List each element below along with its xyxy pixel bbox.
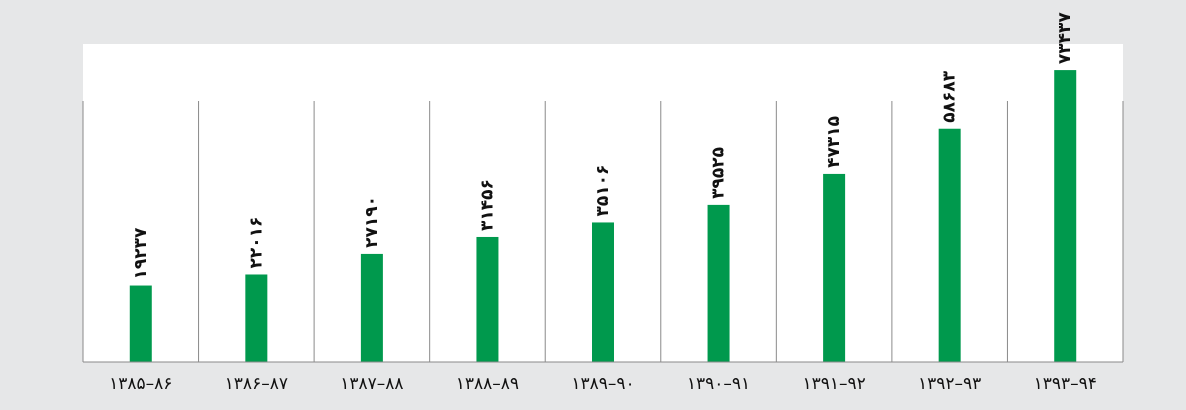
x-tick-label: ۱۳۸۶–۸۷ [225, 374, 288, 394]
data-label: ۳۹۵۲۵ [709, 147, 729, 199]
bar [592, 222, 614, 362]
bar [476, 236, 499, 362]
bar [823, 173, 846, 362]
bar [245, 274, 268, 362]
data-label: ۲۲۰۱۶ [246, 217, 266, 269]
x-tick-label: ۱۳۹۳–۹۴ [1034, 374, 1097, 394]
x-tick-label: ۱۳۹۲–۹۳ [918, 374, 981, 394]
data-label: ۳۱۴۵۶ [477, 179, 497, 231]
bar [707, 204, 730, 362]
bars-group [129, 70, 1077, 362]
x-tick-label: ۱۳۸۹–۹۰ [571, 374, 634, 394]
x-tick-label: ۱۳۸۵–۸۶ [109, 374, 172, 394]
bar [360, 253, 383, 362]
bar [1054, 70, 1077, 362]
grid-separators [82, 101, 1124, 362]
x-tick-label: ۱۳۸۷–۸۸ [340, 374, 403, 394]
bar [938, 128, 961, 362]
x-tick-label: ۱۳۹۰–۹۱ [687, 374, 750, 394]
x-tick-labels-group: ۱۳۸۵–۸۶ ۱۳۸۶–۸۷ ۱۳۸۷–۸۸ ۱۳۸۸–۸۹ ۱۳۸۹–۹۰ ۱۳۹۰–… [109, 374, 1097, 394]
data-label: ۲۷۱۹۰ [362, 196, 382, 248]
data-label: ۴۷۳۱۵ [824, 116, 844, 168]
bar [129, 285, 152, 362]
x-tick-label: ۱۳۸۸–۸۹ [456, 374, 519, 394]
data-label: ۱۹۲۳۷ [131, 227, 151, 280]
value-labels-group: ۱۹۲۳۷ ۲۲۰۱۶ ۲۷۱۹۰ ۳۱۴۵۶ ۳۵۱۰۶ ۳۹۵۲۵ ۴۷۳۱۵ ۵۸۶۸۳… [131, 12, 1075, 280]
x-tick-label: ۱۳۹۱–۹۲ [802, 374, 865, 394]
data-label: ۳۵۱۰۶ [593, 165, 613, 217]
data-label: ۷۳۴۳۷ [1055, 12, 1075, 65]
data-label: ۵۸۶۸۳ [940, 70, 960, 123]
